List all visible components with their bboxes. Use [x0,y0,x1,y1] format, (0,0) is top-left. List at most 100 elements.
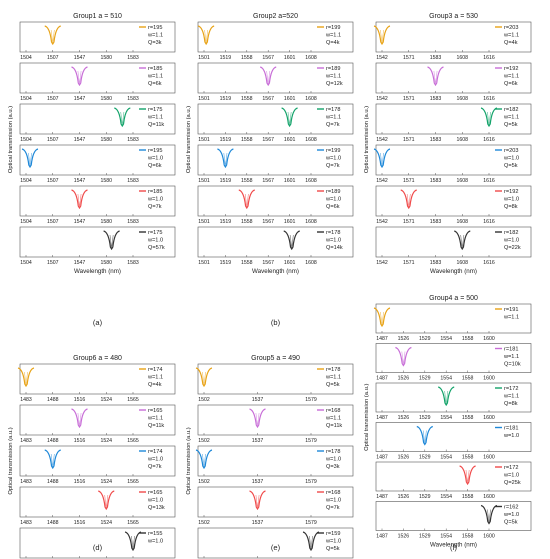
transmission-dip-inner [433,70,438,85]
x-tick-label: 1601 [284,260,296,266]
x-tick-label: 1558 [241,219,253,225]
legend-entry: w=1.0 [147,156,163,162]
legend-entry: w=1.1 [147,33,163,39]
transmission-dip-inner [287,111,292,126]
legend-entry: Q=6k [148,81,162,87]
transmission-dip-inner [24,371,28,386]
legend-entry: w=1.0 [503,473,519,479]
legend-entry: Q=6k [148,163,162,169]
x-tick-label: 1502 [198,520,210,526]
legend-entry: w=1.1 [325,375,341,381]
chart-title: Group5 a = 490 [251,355,300,362]
legend-entry: w=1.1 [503,74,519,80]
legend-entry: r=192 [504,189,518,195]
x-tick-label: 1488 [47,479,59,485]
x-tick-label: 1554 [440,415,452,421]
chart-title: Group2 a=520 [253,13,298,20]
transmission-dip-inner [77,193,82,208]
x-tick-label: 1567 [262,178,274,184]
x-tick-label: 1600 [483,494,495,500]
x-tick-label: 1537 [252,520,264,526]
legend-entry: w=1.0 [325,539,341,545]
x-tick-label: 1583 [430,178,442,184]
x-tick-label: 1616 [483,260,495,266]
series-4: 1504 1507 1547 1580 1583 r=195 w=1.0Q=6k [19,144,176,184]
x-tick-label: 1558 [462,494,474,500]
x-tick-label: 1601 [284,178,296,184]
transmission-dip-inner [460,234,465,249]
legend-entry: r=172 [504,386,518,392]
legend-entry: w=1.0 [325,457,341,463]
x-tick-label: 1524 [100,520,112,526]
series-6: 1542 1571 1583 1608 1616 r=182 w=1.0Q=22k [375,226,532,266]
legend-entry: r=192 [504,66,518,72]
x-tick-label: 1600 [483,376,495,382]
x-tick-label: 1558 [241,260,253,266]
x-tick-label: 1501 [198,96,210,102]
x-tick-label: 1579 [305,438,317,444]
panel-letter: (b) [271,318,281,327]
subplot-frame [375,303,532,334]
subplot-frame [375,103,532,135]
transmission-dip [17,367,35,388]
chart-panel-1: Group1 a = 510 1504 1507 1547 1580 1583 r=195 w… [8,13,176,327]
x-tick-label: 1501 [198,219,210,225]
x-tick-label: 1516 [74,397,86,403]
legend-entry: Q=7k [326,163,340,169]
legend-entry: Q=4k [326,40,340,46]
x-tick-label: 1558 [241,55,253,61]
series-5: 1542 1571 1583 1608 1616 r=192 w=1.0Q=8k [375,185,532,225]
subplot-frame [19,527,176,559]
legend-entry: w=1.0 [503,197,519,203]
x-tick-label: 1565 [127,438,139,444]
x-tick-label: 1519 [220,178,232,184]
subplot-frame [375,501,532,531]
legend-entry: r=203 [504,25,518,31]
x-tick-label: 1488 [47,520,59,526]
subplot-frame [197,62,354,94]
transmission-dip-inner [266,70,271,85]
transmission-dip-inner [77,412,82,427]
transmission-dip [373,25,391,46]
x-tick-label: 1529 [419,415,431,421]
series-4: 1501 1519 1558 1567 1601 1608 r=199 w=1.0Q=7k [197,144,354,184]
x-tick-label: 1580 [100,55,112,61]
x-tick-label: 1547 [74,178,86,184]
x-tick-label: 1519 [220,219,232,225]
series-1: 1501 1519 1558 1567 1601 1608 r=199 w=1.1Q=4k [197,21,354,61]
x-tick-label: 1504 [20,137,32,143]
x-tick-label: 1571 [403,219,415,225]
legend-entry: Q=7k [326,122,340,128]
series-3: 1487 1526 1529 1554 1558 1600 r=172 w=1.1Q=8k [375,382,532,421]
legend-entry: Q=11k [148,423,164,429]
transmission-dip [283,230,300,251]
transmission-dip-inner [202,453,206,468]
x-tick-label: 1529 [419,336,431,342]
legend-entry: w=1.0 [503,156,519,162]
x-tick-label: 1567 [262,260,274,266]
x-tick-label: 1558 [241,178,253,184]
subplot-frame [19,144,176,176]
x-tick-label: 1487 [376,455,388,461]
legend-entry: Q=14k [326,245,343,251]
transmission-dip [281,107,298,128]
x-tick-label: 1601 [284,55,296,61]
transmission-dip-inner [406,193,411,208]
transmission-dip [98,490,115,511]
x-tick-label: 1524 [100,438,112,444]
subplot-frame [197,486,354,518]
legend-entry: Q=5k [504,520,518,526]
subplot-frame [375,461,532,492]
x-tick-label: 1567 [262,219,274,225]
x-tick-label: 1601 [284,137,296,143]
transmission-dip [480,504,498,525]
series-3: 1504 1507 1547 1580 1583 r=175 w=1.1Q=11k [19,103,176,143]
legend-entry: r=178 [326,367,340,373]
panel-letter: (a) [93,318,103,327]
legend-entry: Q=3k [326,464,340,470]
legend-entry: Q=7k [148,204,162,210]
legend-entry: w=1.1 [503,394,519,400]
